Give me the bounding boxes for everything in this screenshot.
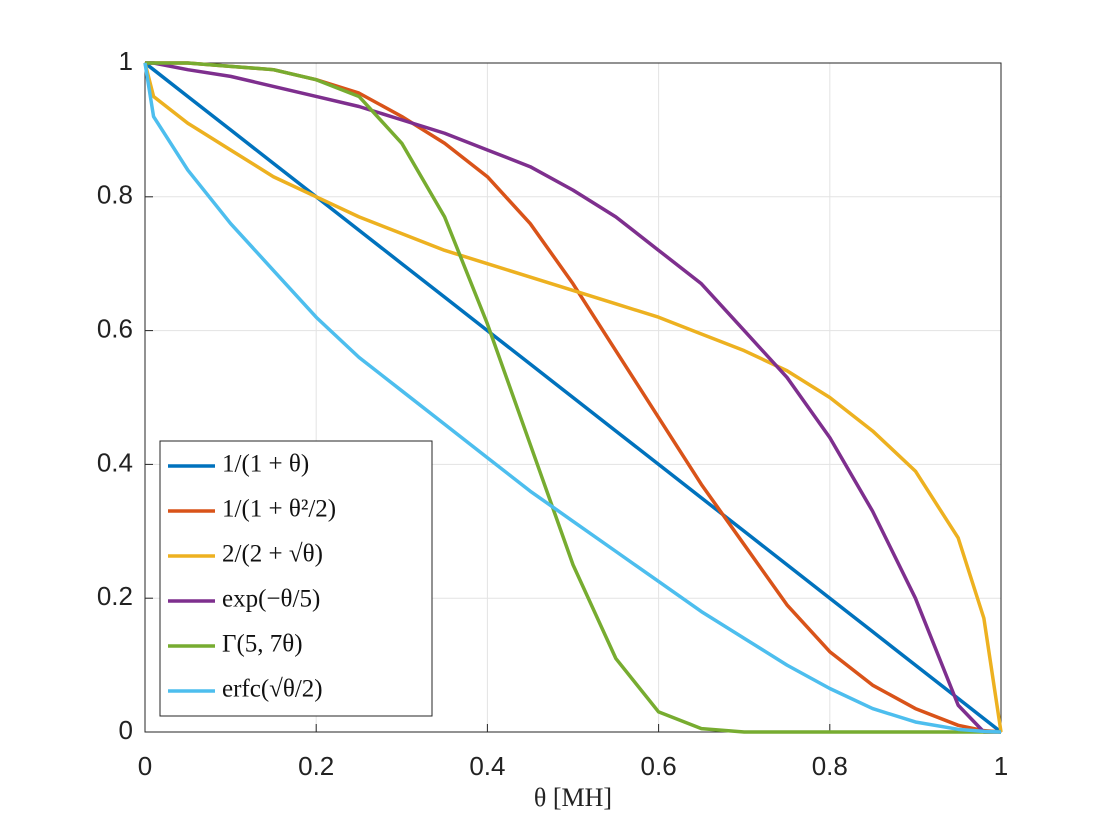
y-tick-label: 0.2 (97, 581, 133, 611)
legend-label: 2/(2 + √θ) (222, 541, 323, 568)
legend-label: Γ(5, 7θ) (222, 631, 303, 658)
x-axis-label: θ [MH] (534, 783, 612, 812)
series-line (143, 62, 1002, 734)
x-tick-label: 0.6 (641, 751, 677, 781)
y-tick-label: 0 (119, 715, 133, 745)
x-tick-label: 0.2 (298, 751, 334, 781)
legend-label: exp(−θ/5) (222, 586, 320, 613)
x-tick-label: 1 (994, 751, 1008, 781)
legend-label: 1/(1 + θ) (222, 451, 309, 478)
y-tick-label: 0.4 (97, 447, 133, 477)
axes-box (144, 62, 1002, 733)
legend-label: 1/(1 + θ²/2) (222, 496, 336, 523)
legend-label: erfc(√θ/2) (222, 676, 323, 703)
x-tick-label: 0.4 (469, 751, 505, 781)
y-tick-label: 0.8 (97, 180, 133, 210)
y-tick-label: 0.6 (97, 313, 133, 343)
y-tick-label: 1 (119, 46, 133, 76)
series-line (143, 61, 1003, 734)
x-tick-label: 0 (138, 751, 152, 781)
series-line (143, 62, 1003, 733)
series-line (145, 61, 1001, 734)
legend-box (159, 440, 433, 717)
series-line (145, 61, 1001, 734)
x-tick-label: 0.8 (812, 751, 848, 781)
